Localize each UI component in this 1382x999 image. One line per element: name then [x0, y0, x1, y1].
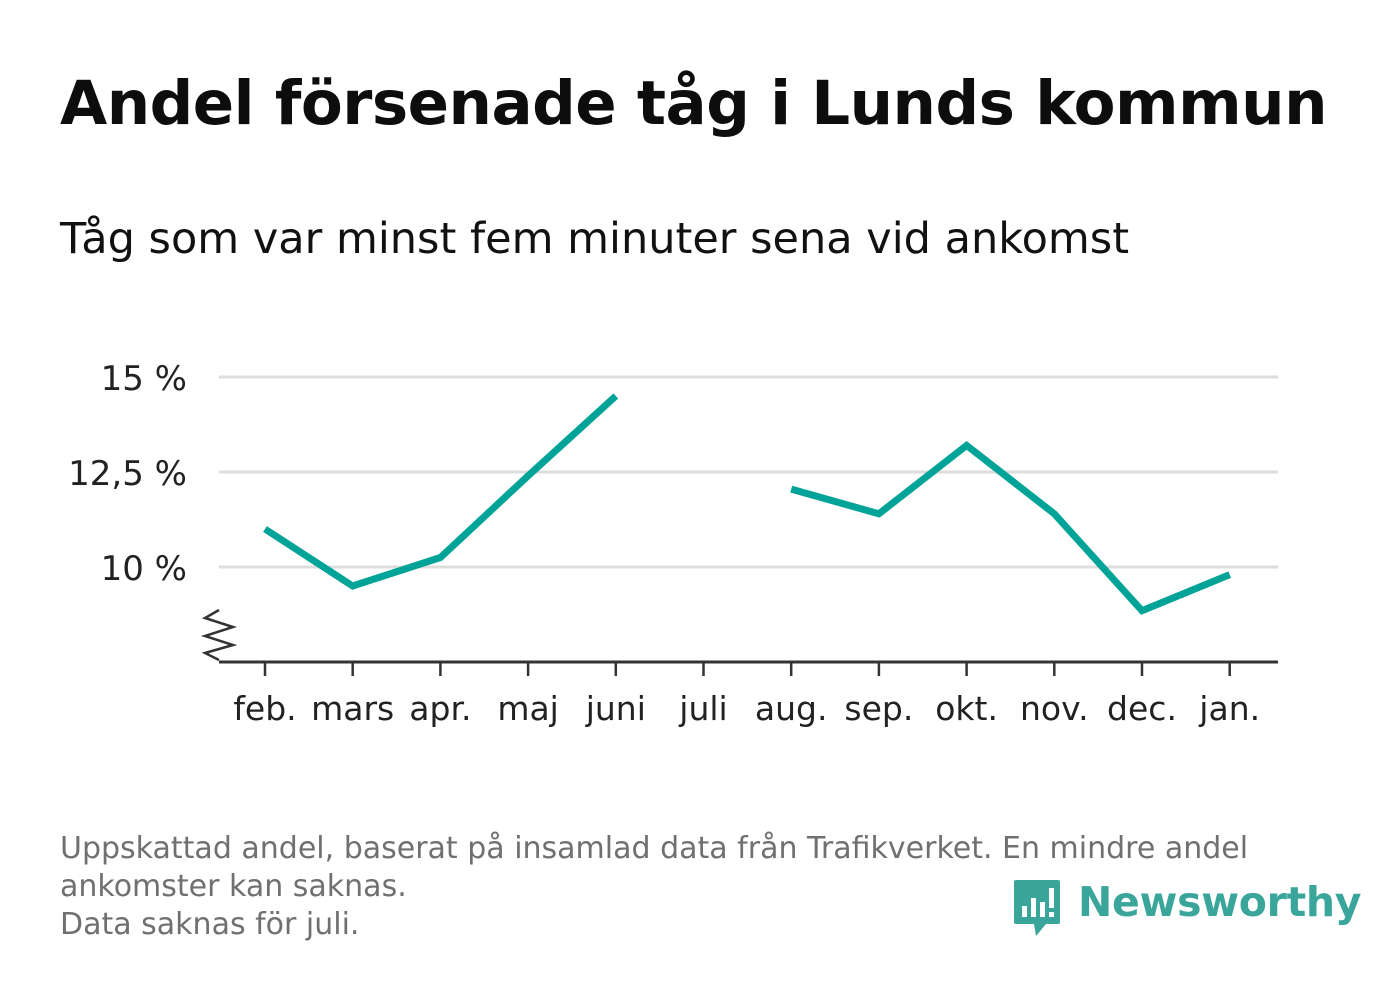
- x-tick-label: sep.: [844, 689, 913, 728]
- y-tick-label: 10 %: [101, 549, 187, 589]
- x-tick-label: juni: [585, 689, 646, 728]
- x-tick-label: aug.: [755, 689, 828, 728]
- footnote-line-2: ankomster kan saknas.: [60, 869, 407, 904]
- chart-subtitle: Tåg som var minst fem minuter sena vid a…: [60, 214, 1130, 264]
- x-tick-label: feb.: [233, 689, 296, 728]
- x-tick-label: okt.: [935, 689, 998, 728]
- footnote-line-3: Data saknas för juli.: [60, 907, 360, 942]
- x-tick-label: juli: [678, 689, 727, 728]
- x-tick-label: dec.: [1107, 689, 1177, 728]
- x-tick-label: apr.: [409, 689, 471, 728]
- brand-name: Newsworthy: [1078, 878, 1362, 926]
- x-tick-label: nov.: [1020, 689, 1089, 728]
- y-tick-labels: 10 % 12,5 % 15 %: [68, 359, 187, 589]
- x-axis: [200, 608, 1278, 664]
- gridlines: [219, 375, 1278, 569]
- x-tick-label: jan.: [1198, 689, 1260, 728]
- x-tick-label: maj: [497, 689, 559, 728]
- chart-title: Andel försenade tåg i Lunds kommun: [60, 68, 1328, 139]
- newsworthy-logo: Newsworthy: [1012, 878, 1361, 942]
- x-tick-labels: feb. mars apr. maj juni juli aug. sep. okt. nov. d…: [233, 662, 1260, 728]
- newsworthy-chart-bubble-icon: [1014, 880, 1060, 936]
- footnote-line-1: Uppskattad andel, baserat på insamlad da…: [60, 831, 1249, 866]
- x-tick-label: mars: [311, 689, 394, 728]
- y-tick-label: 15 %: [101, 359, 187, 399]
- footnote: Uppskattad andel, baserat på insamlad da…: [60, 830, 1320, 944]
- series-line-segment-1: [790, 440, 1232, 615]
- axis-break-zigzag: [200, 608, 238, 662]
- series-lines: [263, 393, 1232, 615]
- y-tick-label: 12,5 %: [68, 454, 187, 494]
